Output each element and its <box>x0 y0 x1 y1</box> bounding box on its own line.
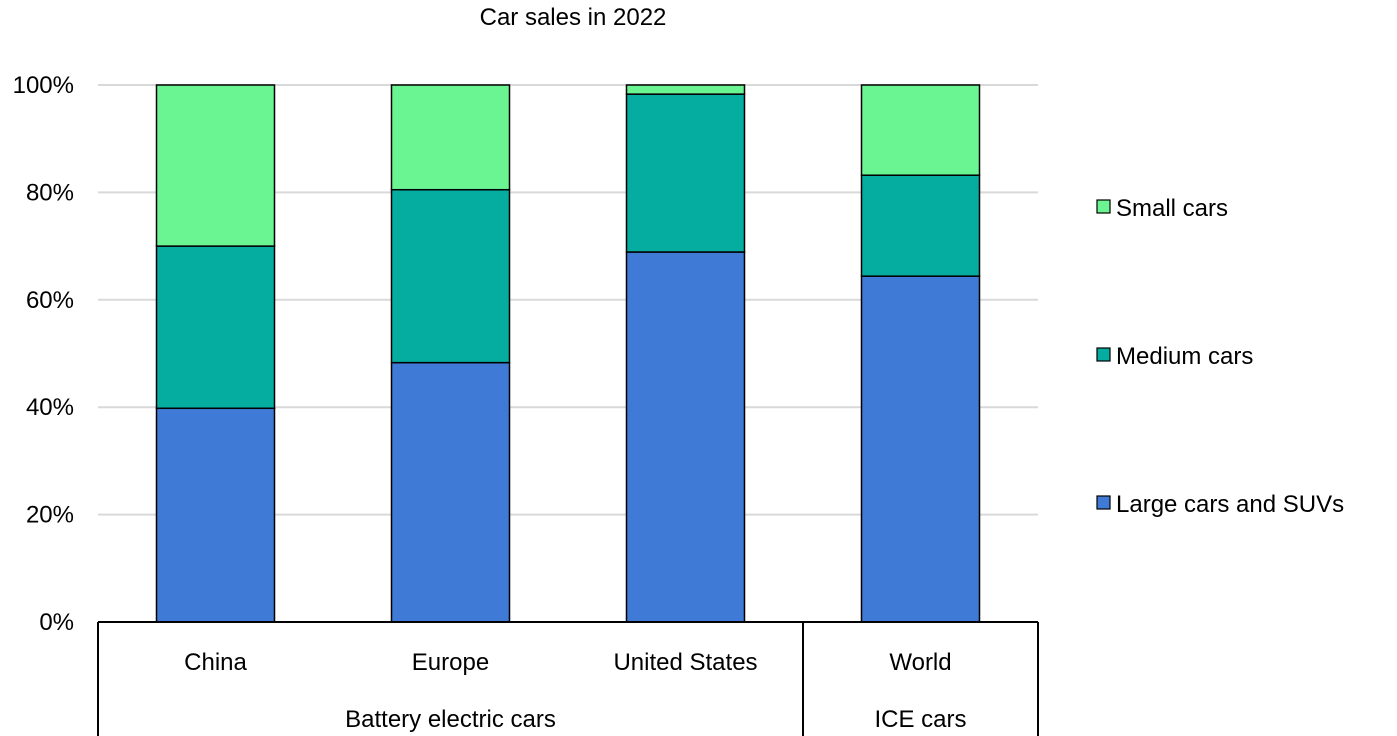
bar-china-medium-cars <box>155 245 276 410</box>
y-axis-tick-labels: 0% 20% 40% 60% 80% 100% <box>13 72 74 636</box>
y-tick-label-80: 80% <box>26 179 74 206</box>
bar-united-states-large-cars-and-suvs <box>625 251 746 623</box>
y-tick-label-0: 0% <box>39 609 74 636</box>
legend-label-large-cars-and-suvs: Large cars and SUVs <box>1116 491 1344 518</box>
legend: Small cars Medium cars Large cars and SUVs <box>1096 195 1344 518</box>
y-tick-label-100: 100% <box>13 72 74 99</box>
bar-china-small-cars <box>155 84 276 247</box>
y-tick-label-40: 40% <box>26 394 74 421</box>
x-tick-label-world: World <box>889 649 951 676</box>
bar-stacks <box>155 84 981 623</box>
bar-china-large-cars-and-suvs <box>155 407 276 623</box>
group-label-battery-electric-cars: Battery electric cars <box>345 706 556 733</box>
x-tick-label-united-states: United States <box>613 649 757 676</box>
bar-europe-small-cars <box>390 84 511 191</box>
bar-united-states-medium-cars <box>625 93 746 253</box>
legend-swatch-large-cars-and-suvs <box>1096 495 1111 510</box>
y-tick-label-20: 20% <box>26 502 74 529</box>
bar-europe-large-cars-and-suvs <box>390 361 511 623</box>
x-tick-label-europe: Europe <box>412 649 489 676</box>
legend-label-medium-cars: Medium cars <box>1116 343 1253 370</box>
bar-world-small-cars <box>860 84 981 176</box>
legend-label-small-cars: Small cars <box>1116 195 1228 222</box>
bar-world-medium-cars <box>860 174 981 277</box>
chart-title: Car sales in 2022 <box>480 4 667 31</box>
x-axis: China Europe United States World Battery ele… <box>97 621 1039 736</box>
bar-united-states-small-cars <box>625 84 746 95</box>
y-tick-label-60: 60% <box>26 287 74 314</box>
x-tick-label-china: China <box>184 649 247 676</box>
legend-swatch-small-cars <box>1096 199 1111 214</box>
bar-world-large-cars-and-suvs <box>860 275 981 623</box>
group-label-ice-cars: ICE cars <box>874 706 966 733</box>
bar-europe-medium-cars <box>390 188 511 364</box>
legend-swatch-medium-cars <box>1096 347 1111 362</box>
